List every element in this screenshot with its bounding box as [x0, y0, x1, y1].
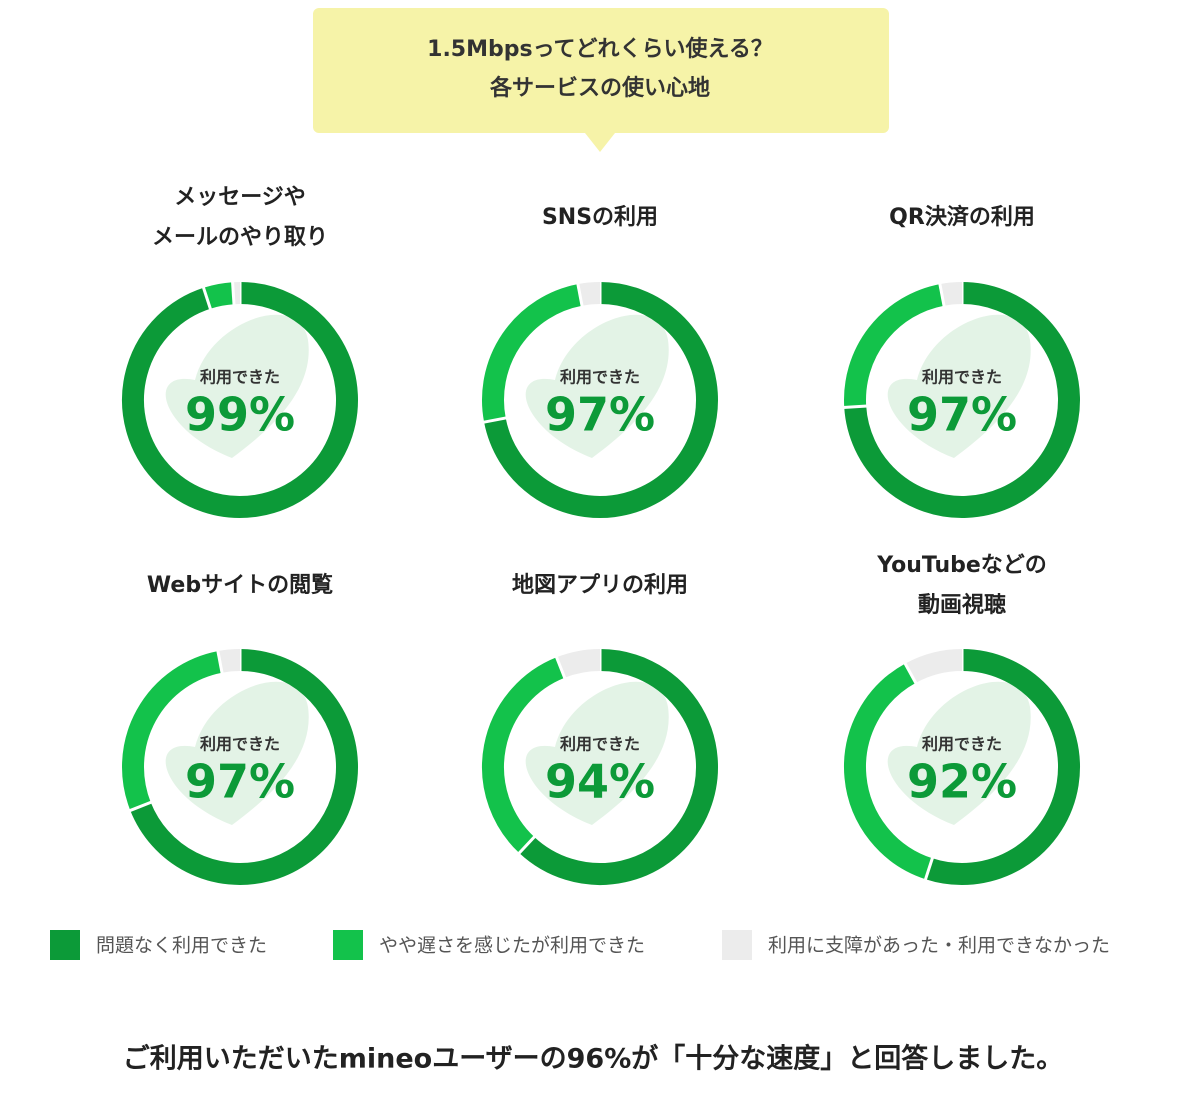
- donut-segment: [577, 282, 601, 306]
- segment-gap: [576, 282, 584, 307]
- donut-segment: [203, 282, 235, 309]
- segment-gap: [938, 282, 946, 307]
- center-value: 94%: [545, 755, 655, 809]
- segment-gap: [554, 655, 567, 680]
- legend-swatch: [333, 930, 363, 960]
- center-value: 92%: [907, 755, 1017, 809]
- donut-segment: [939, 282, 963, 306]
- donut-segment: [482, 657, 565, 854]
- center-label: 利用できた: [560, 735, 640, 754]
- heart-decor: [525, 314, 669, 458]
- legend-label: やや遅さを感じたが利用できた: [379, 935, 645, 957]
- heart-decor: [887, 681, 1031, 825]
- segment-gap: [201, 286, 213, 311]
- donut-segment: [905, 649, 963, 684]
- segment-gap: [231, 281, 236, 306]
- donut-segment: [482, 284, 583, 423]
- header-bubble: [313, 8, 889, 133]
- center-label: 利用できた: [560, 368, 640, 387]
- center-value: 97%: [907, 388, 1017, 442]
- donut-segment: [519, 649, 718, 885]
- heart-decor: [525, 681, 669, 825]
- segment-gap: [843, 404, 868, 409]
- segment-gap: [903, 661, 918, 685]
- heart-decor: [165, 314, 309, 458]
- header-line: 1.5Mbpsってどれくらい使える？: [427, 37, 773, 62]
- legend-swatch: [722, 930, 752, 960]
- header-line: 各サービスの使い心地: [489, 75, 710, 101]
- segment-gap: [517, 835, 537, 855]
- chart-title: Webサイトの閲覧: [147, 572, 333, 598]
- donut-segment: [844, 284, 945, 408]
- center-value: 97%: [185, 755, 295, 809]
- segment-gap: [923, 856, 935, 881]
- center-value: 99%: [185, 388, 295, 442]
- chart-title: SNSの利用: [542, 205, 658, 230]
- heart-decor: [165, 681, 309, 825]
- donut-segment: [122, 651, 223, 811]
- chart-title: メッセージや: [174, 185, 306, 210]
- segment-gap: [482, 416, 507, 424]
- bubble-pointer: [585, 133, 615, 152]
- donut-segment: [130, 649, 358, 885]
- segment-gap: [216, 649, 224, 674]
- legend-label: 利用に支障があった・利用できなかった: [768, 935, 1110, 957]
- legend-swatch: [50, 930, 80, 960]
- center-label: 利用できた: [200, 735, 280, 754]
- chart-title: YouTubeなどの: [876, 553, 1047, 578]
- legend-label: 問題なく利用できた: [96, 935, 267, 957]
- center-value: 97%: [545, 388, 655, 442]
- chart-title: メールのやり取り: [152, 225, 328, 250]
- donut-segment: [925, 649, 1080, 885]
- donut-segment: [844, 282, 1080, 518]
- center-label: 利用できた: [922, 368, 1002, 387]
- segment-gap: [128, 800, 153, 813]
- donut-segment: [556, 649, 601, 678]
- donut-segment: [122, 282, 358, 518]
- chart-title: QR決済の利用: [889, 204, 1035, 230]
- heart-decor: [887, 314, 1031, 458]
- center-label: 利用できた: [922, 735, 1002, 754]
- donut-segment: [484, 282, 718, 518]
- chart-title: 動画視聴: [918, 593, 1006, 618]
- chart-title: 地図アプリの利用: [512, 573, 688, 598]
- donut-segment: [844, 663, 933, 880]
- footer-text: ご利用いただいたmineoユーザーの96%が「十分な速度」と回答しました。: [123, 1043, 1064, 1075]
- donut-segment: [217, 649, 241, 673]
- center-label: 利用できた: [200, 368, 280, 387]
